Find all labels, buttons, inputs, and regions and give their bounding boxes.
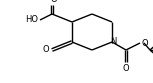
Text: O: O xyxy=(123,64,129,73)
Text: HO: HO xyxy=(25,16,38,24)
Text: N: N xyxy=(110,38,116,46)
Text: O: O xyxy=(141,39,148,47)
Text: O: O xyxy=(42,45,49,55)
Text: O: O xyxy=(51,0,57,4)
